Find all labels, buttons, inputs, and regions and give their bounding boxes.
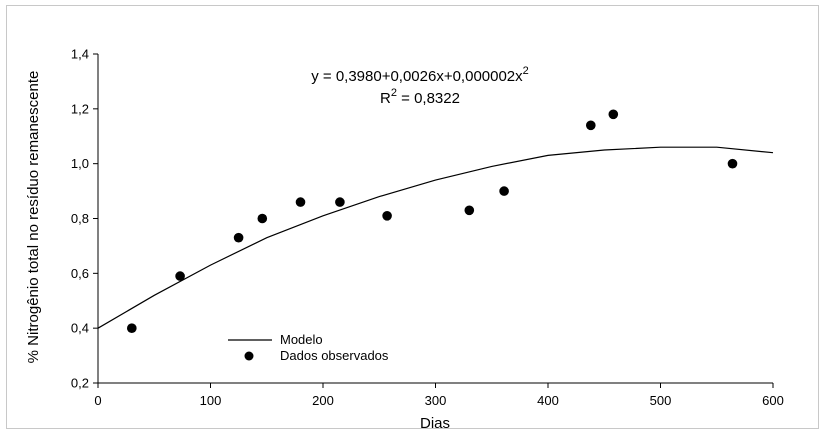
legend-observed-label: Dados observados <box>280 348 389 363</box>
observed-point <box>233 232 244 243</box>
r-squared-value: = 0,8322 <box>397 90 460 107</box>
model-curve-layer <box>97 146 774 329</box>
model-curve <box>97 146 774 329</box>
y-tick-label: 0,8 <box>71 211 89 226</box>
equation-exponent: 2 <box>523 65 529 77</box>
observed-point <box>175 271 185 281</box>
observed-point <box>586 120 596 131</box>
x-tick-label: 0 <box>94 393 101 408</box>
observed-point <box>127 323 137 334</box>
observed-point <box>727 158 738 169</box>
r-squared-exponent: 2 <box>391 87 397 99</box>
observed-point <box>257 213 268 224</box>
equation-line-1: y = 0,3980+0,0026x+0,000002x2 <box>311 65 529 85</box>
legend: Modelo Dados observados <box>228 332 389 363</box>
observed-points-layer <box>127 109 738 334</box>
chart-frame <box>6 5 819 429</box>
x-tick-label: 300 <box>425 393 447 408</box>
x-tick-label: 100 <box>200 393 222 408</box>
observed-point <box>608 109 619 120</box>
observed-point <box>464 205 475 216</box>
y-tick-label: 1,2 <box>71 101 89 116</box>
y-tick-label: 0,2 <box>71 376 89 391</box>
x-tick-label: 500 <box>650 393 672 408</box>
observed-point <box>499 186 509 196</box>
y-tick-label: 1,0 <box>71 156 89 171</box>
x-axis-title: Dias <box>420 415 450 432</box>
legend-model-label: Modelo <box>280 332 323 347</box>
x-tick-label: 600 <box>762 393 784 408</box>
r-squared-symbol: R <box>380 90 391 107</box>
y-axis-title: % Nitrogênio total no resíduo remanescen… <box>25 71 42 364</box>
legend-observed-swatch <box>244 351 254 361</box>
observed-point <box>335 197 345 207</box>
equation-main: y = 0,3980+0,0026x+0,000002x <box>311 68 523 85</box>
observed-point <box>295 197 306 207</box>
equation-line-2: R2 = 0,8322 <box>380 87 460 107</box>
y-tick-label: 0,6 <box>71 266 89 281</box>
x-tick-label: 200 <box>312 393 334 408</box>
y-tick-label: 0,4 <box>71 321 89 336</box>
observed-point <box>382 211 392 221</box>
x-tick-label: 400 <box>537 393 559 408</box>
y-tick-label: 1,4 <box>71 47 89 62</box>
ticks-group: 0 100 200 300 400 500 600 0,2 0,4 0,6 0,8 1,0 1,2 1,4 <box>71 47 784 409</box>
